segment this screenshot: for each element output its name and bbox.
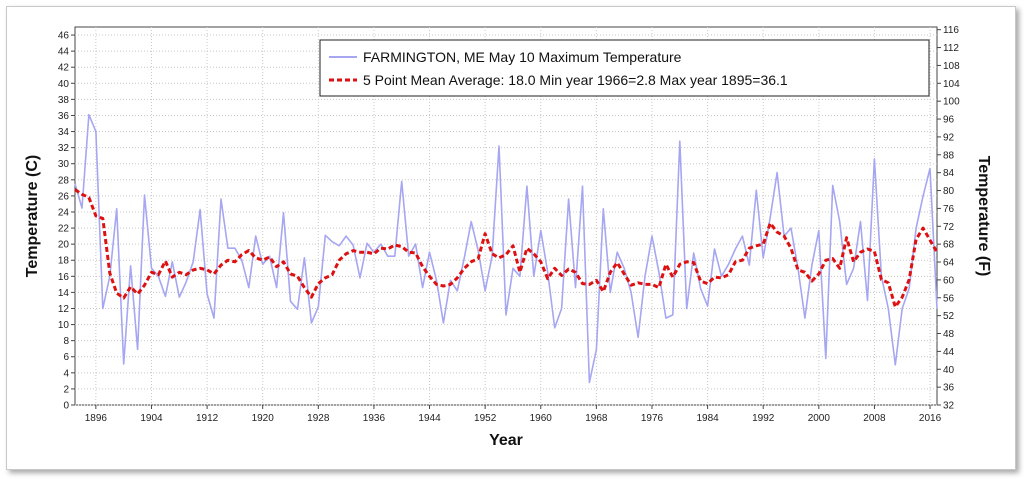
x-tick-label: 1976 bbox=[641, 413, 664, 424]
x-tick-label: 1960 bbox=[530, 413, 553, 424]
y-tick-label-left: 44 bbox=[58, 47, 70, 58]
y-tick-label-right: 64 bbox=[943, 258, 955, 269]
x-tick-label: 2008 bbox=[863, 413, 886, 424]
x-tick-label: 1952 bbox=[474, 413, 497, 424]
x-tick-label: 2000 bbox=[808, 413, 831, 424]
y-tick-label-right: 48 bbox=[943, 329, 955, 340]
y-tick-label-right: 76 bbox=[943, 204, 955, 215]
y-tick-label-right: 96 bbox=[943, 115, 955, 126]
legend-label-daily: FARMINGTON, ME May 10 Maximum Temperatur… bbox=[363, 49, 682, 65]
y-tick-label-right: 88 bbox=[943, 150, 955, 161]
x-tick-label: 1944 bbox=[418, 413, 441, 424]
y-tick-label-left: 6 bbox=[63, 352, 69, 363]
legend-label-mean: 5 Point Mean Average: 18.0 Min year 1966… bbox=[363, 72, 788, 88]
x-tick-label: 1928 bbox=[307, 413, 330, 424]
y-tick-label-right: 56 bbox=[943, 293, 955, 304]
y-tick-label-left: 40 bbox=[58, 79, 70, 90]
legend-box bbox=[319, 39, 930, 97]
x-tick-label: 1992 bbox=[752, 413, 775, 424]
y-tick-label-left: 12 bbox=[58, 304, 70, 315]
y-tick-label-left: 2 bbox=[63, 384, 69, 395]
y-tick-label-right: 92 bbox=[943, 132, 955, 143]
x-tick-label: 1936 bbox=[363, 413, 386, 424]
y-tick-label-left: 38 bbox=[58, 95, 70, 106]
x-axis-title: Year bbox=[489, 432, 523, 449]
chart-svg: 0246810121416182022242628303234363840424… bbox=[24, 25, 992, 449]
y-tick-label-right: 40 bbox=[943, 365, 955, 376]
y-tick-label-left: 18 bbox=[58, 256, 70, 267]
x-tick-label: 1968 bbox=[585, 413, 608, 424]
y-tick-label-left: 26 bbox=[58, 191, 70, 202]
y-tick-label-right: 36 bbox=[943, 383, 955, 394]
y-tick-label-right: 52 bbox=[943, 311, 955, 322]
y-tick-label-left: 8 bbox=[63, 336, 69, 347]
y-tick-label-right: 60 bbox=[943, 275, 955, 286]
y-tick-label-right: 100 bbox=[943, 97, 960, 108]
y-tick-label-right: 116 bbox=[943, 25, 959, 36]
y-tick-label-left: 30 bbox=[58, 159, 70, 170]
chart-frame: 0 2 4 6 8 10 12 14 16 18 20 22 24 26 28 30 32 34 36 38 40 42 4… bbox=[6, 6, 1016, 470]
y-tick-label-right: 108 bbox=[943, 61, 960, 72]
y-tick-label-right: 68 bbox=[943, 240, 955, 251]
y-tick-label-left: 28 bbox=[58, 175, 70, 186]
y-tick-label-left: 10 bbox=[58, 320, 70, 331]
y-tick-label-left: 20 bbox=[58, 240, 70, 251]
legend: FARMINGTON, ME May 10 Maximum Temperatur… bbox=[319, 39, 930, 97]
y-tick-label-left: 42 bbox=[58, 63, 70, 74]
series-line-daily bbox=[74, 113, 938, 384]
x-tick-label: 1904 bbox=[140, 413, 163, 424]
y-tick-label-left: 22 bbox=[58, 224, 70, 235]
x-tick-label: 1920 bbox=[252, 413, 275, 424]
y-tick-label-right: 112 bbox=[943, 43, 959, 54]
y-tick-label-right: 80 bbox=[943, 186, 955, 197]
y-tick-label-right: 72 bbox=[943, 222, 955, 233]
x-tick-label: 1896 bbox=[85, 413, 108, 424]
y-tick-label-left: 16 bbox=[58, 272, 70, 283]
y-tick-label-left: 4 bbox=[63, 368, 69, 379]
y-axis-left-title: Temperature (C) bbox=[24, 155, 41, 277]
y-tick-label-left: 36 bbox=[58, 111, 70, 122]
y-tick-label-left: 24 bbox=[58, 207, 70, 218]
y-tick-label-left: 0 bbox=[63, 401, 69, 412]
x-axis: 1896 1904 1912 1920 1928 1936 1944 1952 1960 1968… bbox=[85, 405, 942, 424]
y-axis-left: 0246810121416182022242628303234363840424… bbox=[58, 31, 75, 412]
y-tick-label-left: 46 bbox=[58, 31, 70, 42]
y-tick-label-left: 14 bbox=[58, 288, 70, 299]
x-tick-label: 1912 bbox=[196, 413, 219, 424]
series-layer bbox=[74, 113, 939, 384]
y-tick-label-right: 32 bbox=[943, 401, 955, 412]
x-tick-label: 2016 bbox=[919, 413, 942, 424]
y-axis-right: 32 36 40 44 48 52 56 60 64 68 72 76 80 84 88 92 96 100 104… bbox=[937, 25, 960, 412]
y-axis-right-title: Temperature (F) bbox=[975, 156, 992, 277]
y-tick-label-right: 44 bbox=[943, 347, 955, 358]
y-tick-label-right: 104 bbox=[943, 79, 960, 90]
y-tick-label-left: 32 bbox=[58, 143, 70, 154]
x-tick-label: 1984 bbox=[696, 413, 719, 424]
y-tick-label-left: 34 bbox=[58, 127, 70, 138]
y-tick-label-right: 84 bbox=[943, 168, 955, 179]
